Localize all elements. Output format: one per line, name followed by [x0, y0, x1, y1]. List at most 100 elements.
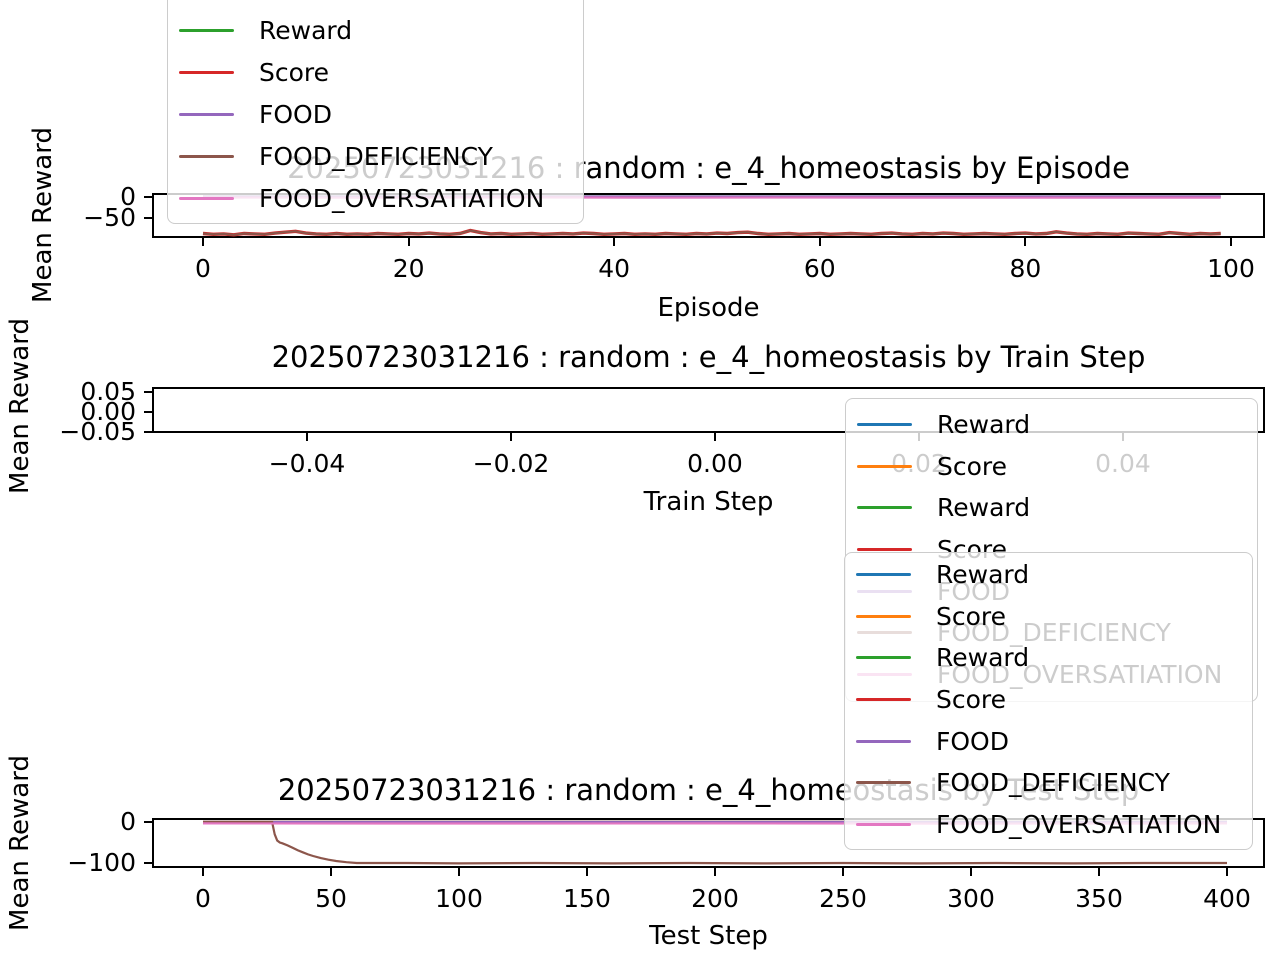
legend-line-swatch — [856, 781, 911, 785]
legend-line-swatch — [856, 573, 911, 577]
legend-line-swatch — [857, 423, 912, 427]
x-tick-mark — [1024, 238, 1027, 246]
legend-entry: FOOD — [168, 93, 583, 135]
episode-x-axis-label: Episode — [657, 293, 760, 323]
legend-label: Reward — [259, 15, 353, 45]
legend-line-swatch — [179, 112, 234, 116]
legend-label: Score — [259, 57, 330, 87]
legend-entry: Reward — [845, 554, 1252, 596]
legend-label: Reward — [937, 493, 1031, 523]
y-tick-mark — [144, 821, 152, 823]
legend-entry: Score — [168, 51, 583, 93]
x-tick-mark — [714, 868, 716, 876]
x-tick-label: 50 — [315, 884, 347, 913]
x-tick-label: 40 — [598, 254, 631, 283]
legend-label: FOOD_OVERSATIATION — [259, 183, 545, 213]
x-tick-label: 0.00 — [687, 449, 743, 478]
train-step-plot-area — [152, 387, 1265, 433]
legend-label: Reward — [937, 410, 1031, 440]
legend-entry: FOOD_OVERSATIATION — [845, 804, 1252, 846]
legend-line-swatch — [856, 698, 911, 702]
train-step-chart-title: 20250723031216 : random : e_4_homeostasi… — [271, 340, 1146, 374]
y-tick-label: 0 — [120, 181, 136, 211]
legend-label: FOOD_DEFICIENCY — [259, 141, 493, 171]
x-tick-label: 400 — [1203, 884, 1251, 913]
y-tick-label: 0.05 — [80, 377, 136, 406]
legend-line-swatch — [179, 196, 234, 200]
legend-line-swatch — [856, 822, 911, 826]
legend-label: Score — [937, 451, 1008, 481]
legend-label: FOOD — [936, 726, 1009, 756]
y-tick-label: −100 — [67, 848, 136, 877]
x-tick-label: 0 — [195, 254, 211, 283]
legend-entry: Score — [845, 596, 1252, 638]
y-tick-mark — [144, 431, 152, 433]
legend-entry: FOOD_DEFICIENCY — [845, 762, 1252, 804]
legend-entry: Reward — [168, 9, 583, 51]
legend-entry: Score — [846, 446, 1257, 488]
legend-label: Score — [936, 685, 1007, 715]
x-tick-label: 350 — [1075, 884, 1123, 913]
x-tick-label: 0 — [195, 884, 211, 913]
legend-line-swatch — [856, 614, 911, 618]
legend-line-swatch — [179, 154, 234, 158]
y-tick-mark — [144, 391, 152, 393]
legend-line-swatch — [857, 464, 912, 468]
x-tick-label: −0.04 — [268, 449, 346, 478]
legend-line-swatch — [857, 548, 912, 552]
x-tick-mark — [1226, 868, 1228, 876]
x-tick-mark — [714, 433, 716, 441]
y-tick-mark — [144, 217, 152, 219]
x-tick-mark — [586, 868, 588, 876]
legend-entry: Reward — [846, 487, 1257, 529]
legend-label: FOOD — [259, 99, 332, 129]
x-tick-label: 300 — [947, 884, 995, 913]
legend-entry: Score — [845, 679, 1252, 721]
y-tick-label: −50 — [83, 203, 136, 232]
y-tick-label: 0.00 — [80, 397, 136, 426]
legend-line-swatch — [179, 70, 234, 74]
y-tick-label: 0 — [120, 807, 136, 836]
x-tick-mark — [1098, 868, 1100, 876]
test-step-y-axis-label: Mean Reward — [5, 755, 35, 931]
y-tick-mark — [144, 862, 152, 864]
legend-label: Reward — [936, 560, 1030, 590]
episode-legend: Reward Score FOOD FOOD_DEFICIENCY FOOD_OVERS… — [167, 0, 584, 224]
test-step-plot-area — [152, 818, 1265, 868]
legend-entry: FOOD_OVERSATIATION — [168, 177, 583, 219]
x-tick-mark — [202, 238, 204, 246]
legend-label: FOOD_OVERSATIATION — [936, 809, 1222, 839]
x-tick-label: −0.02 — [472, 449, 550, 478]
test-step-x-axis-label: Test Step — [649, 921, 768, 951]
legend-entry: FOOD_DEFICIENCY — [168, 135, 583, 177]
legend-entry: Reward — [846, 404, 1257, 446]
x-tick-mark — [818, 238, 821, 246]
x-tick-mark — [306, 433, 308, 441]
x-tick-mark — [1230, 238, 1232, 246]
legend-label: Score — [936, 601, 1007, 631]
test-step-legend: Reward Score Reward Score FOOD FOOD_DEFICIENC… — [844, 552, 1253, 850]
x-tick-label: 100 — [435, 884, 483, 913]
x-tick-mark — [970, 868, 972, 876]
legend-line-swatch — [857, 506, 912, 510]
legend-entry: FOOD — [845, 720, 1252, 762]
y-tick-mark — [144, 411, 152, 413]
y-tick-mark — [144, 195, 152, 198]
episode-plot-area — [152, 193, 1265, 238]
legend-line-swatch — [856, 656, 911, 660]
legend-label: Reward — [936, 643, 1030, 673]
legend-label: FOOD_DEFICIENCY — [936, 768, 1170, 798]
x-tick-mark — [458, 868, 460, 876]
x-tick-label: 80 — [1009, 254, 1042, 283]
x-tick-mark — [330, 868, 332, 876]
x-tick-mark — [510, 433, 512, 441]
y-tick-label: −0.05 — [59, 417, 136, 446]
x-tick-label: 20 — [392, 254, 425, 283]
x-tick-mark — [842, 868, 844, 876]
legend-line-swatch — [856, 739, 911, 743]
legend-entry: Reward — [845, 637, 1252, 679]
x-tick-label: 150 — [563, 884, 611, 913]
train-step-x-axis-label: Train Step — [643, 487, 774, 517]
x-tick-label: 60 — [803, 254, 836, 283]
